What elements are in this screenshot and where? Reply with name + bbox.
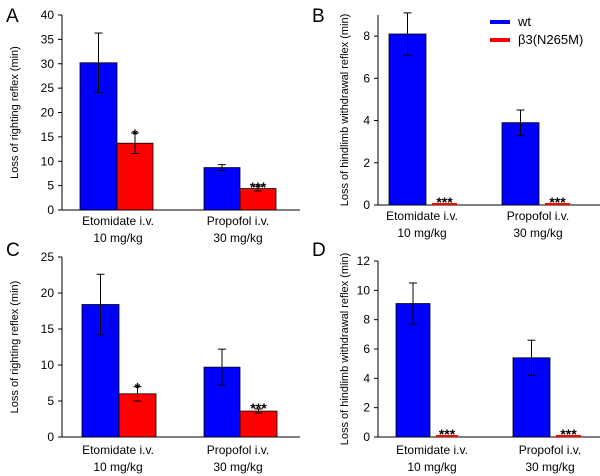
category-sublabel: 30 mg/kg	[513, 226, 562, 240]
y-tick-label: 6	[363, 71, 370, 85]
panel-letter: A	[6, 6, 19, 27]
y-tick-label: 20	[41, 106, 55, 120]
significance-label: ***	[549, 194, 566, 210]
significance-label: ***	[560, 426, 577, 442]
category-label: Etomidate i.v.	[82, 214, 154, 228]
y-tick-label: 2	[363, 401, 370, 415]
y-axis-label: Loss of righting reflex (min)	[9, 281, 21, 414]
legend-label: wt	[517, 14, 531, 29]
y-tick-label: 8	[363, 29, 370, 43]
category-label: Propofol i.v.	[207, 214, 269, 228]
panel-c: C 0 5 10 15 20 25 Loss of righting reflex (min)…	[6, 240, 300, 474]
category-label: Propofol i.v.	[507, 209, 569, 223]
category-sublabel: 10 mg/kg	[397, 226, 446, 240]
y-axis-label: Loss of righting reflex (min)	[9, 46, 21, 179]
bar-wt	[388, 33, 427, 206]
category-label: Propofol i.v.	[519, 443, 581, 457]
legend-swatch	[490, 38, 510, 42]
legend: wt β3(N265M)	[490, 14, 583, 47]
significance-label: ***	[250, 400, 267, 416]
bar-wt	[501, 122, 540, 206]
legend-label: β3(N265M)	[518, 32, 583, 47]
significance-label: ***	[250, 179, 267, 195]
y-tick-label: 0	[363, 198, 370, 212]
y-tick-label: 10	[357, 283, 371, 297]
y-tick-label: 5	[47, 179, 54, 193]
category-label: Propofol i.v.	[207, 443, 269, 457]
y-tick-label: 15	[41, 322, 55, 336]
y-tick-label: 4	[363, 114, 370, 128]
panel-d: D 0 2 4 6 8 10 12 Loss of hindlimb withdrawal re…	[312, 240, 600, 474]
bar-b3-n265m	[239, 410, 278, 438]
category-sublabel: 30 mg/kg	[525, 460, 574, 474]
y-tick-label: 10	[41, 154, 55, 168]
bar-b3-n265m	[116, 142, 154, 211]
y-tick-label: 20	[41, 286, 55, 300]
panel-a: A 0 5 10 15 20 25 30 35 40 Loss of righting reflex…	[6, 6, 300, 245]
category-sublabel: 10 mg/kg	[93, 460, 142, 474]
significance-label: *	[132, 126, 138, 142]
significance-label: *	[135, 380, 141, 396]
category-label: Etomidate i.v.	[82, 443, 154, 457]
y-tick-label: 10	[41, 358, 55, 372]
category-label: Etomidate i.v.	[386, 209, 458, 223]
category-label: Etomidate i.v.	[396, 443, 468, 457]
category-sublabel: 30 mg/kg	[213, 231, 262, 245]
panel-letter: D	[312, 240, 326, 261]
y-tick-label: 12	[357, 254, 371, 268]
y-tick-label: 25	[41, 81, 55, 95]
panel-letter: C	[6, 240, 20, 261]
y-tick-label: 5	[47, 394, 54, 408]
y-tick-label: 6	[363, 342, 370, 356]
y-axis-label: Loss of hindlimb withdrawal reflex (min)	[339, 253, 351, 446]
y-tick-label: 2	[363, 156, 370, 170]
panel-letter: B	[312, 6, 325, 27]
y-tick-label: 8	[363, 313, 370, 327]
y-tick-label: 0	[47, 203, 54, 217]
y-tick-label: 35	[41, 32, 55, 46]
y-tick-label: 0	[47, 430, 54, 444]
significance-label: ***	[436, 194, 453, 210]
y-tick-label: 15	[41, 130, 55, 144]
category-sublabel: 30 mg/kg	[213, 460, 262, 474]
y-tick-label: 30	[41, 57, 55, 71]
y-tick-label: 25	[41, 250, 55, 264]
y-tick-label: 0	[363, 430, 370, 444]
panel-b: B 0 2 4 6 8 Loss of hindlimb withdrawal reflex…	[312, 6, 600, 240]
bar-wt	[203, 167, 241, 211]
significance-label: ***	[439, 426, 456, 442]
category-sublabel: 10 mg/kg	[407, 460, 456, 474]
legend-swatch	[490, 20, 510, 24]
y-tick-label: 40	[41, 8, 55, 22]
category-sublabel: 10 mg/kg	[93, 231, 142, 245]
y-tick-label: 4	[363, 371, 370, 385]
y-axis-label: Loss of hindlimb withdrawal reflex (min)	[339, 14, 351, 207]
